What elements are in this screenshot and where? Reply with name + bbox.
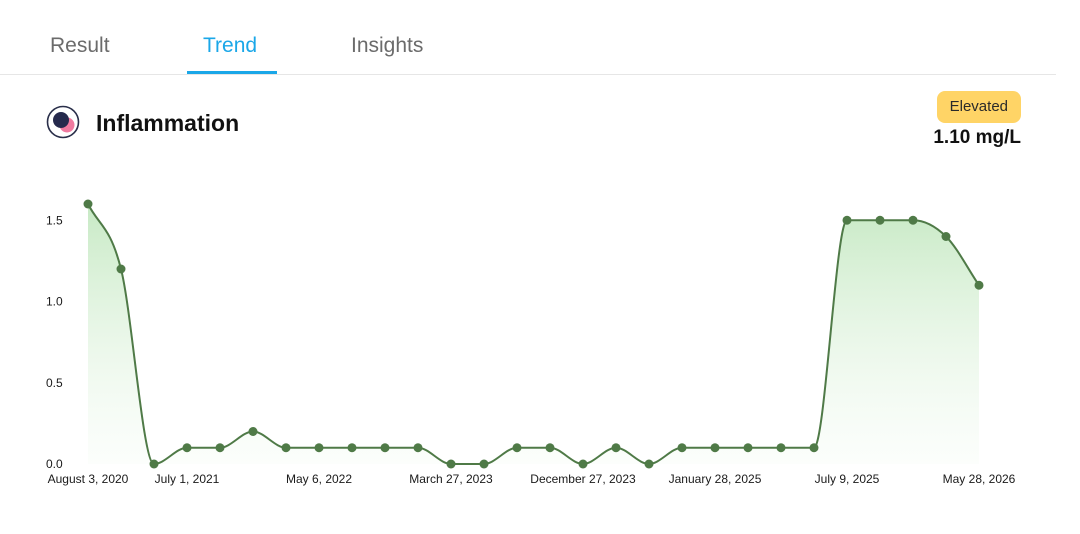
data-point-0[interactable] xyxy=(83,199,93,209)
data-point-22[interactable] xyxy=(809,443,819,453)
x-tick-label: July 9, 2025 xyxy=(815,472,880,486)
data-point-12[interactable] xyxy=(479,459,489,469)
y-tick-label: 1.0 xyxy=(46,295,63,309)
y-tick-label: 0.0 xyxy=(46,457,63,471)
tab-bar: Result Trend Insights xyxy=(0,0,1056,75)
x-tick-label: March 27, 2023 xyxy=(409,472,493,486)
latest-value: 1.10 mg/L xyxy=(933,127,1021,148)
data-point-18[interactable] xyxy=(677,443,687,453)
data-point-6[interactable] xyxy=(281,443,291,453)
data-point-10[interactable] xyxy=(413,443,423,453)
biomarker-title: Inflammation xyxy=(96,110,240,136)
status-badge: Elevated xyxy=(936,91,1021,123)
x-tick-label: May 6, 2022 xyxy=(286,472,352,486)
x-tick-label: July 1, 2021 xyxy=(155,472,220,486)
data-point-23[interactable] xyxy=(842,215,852,225)
data-point-7[interactable] xyxy=(314,443,324,453)
data-point-26[interactable] xyxy=(941,232,951,241)
y-tick-label: 1.5 xyxy=(46,213,63,227)
series-area-fill xyxy=(88,204,979,464)
data-point-13[interactable] xyxy=(512,443,522,453)
data-point-8[interactable] xyxy=(347,443,357,453)
data-point-11[interactable] xyxy=(446,459,456,469)
data-point-14[interactable] xyxy=(545,443,555,453)
inflammation-icon xyxy=(46,105,80,139)
data-point-21[interactable] xyxy=(776,443,786,453)
data-point-3[interactable] xyxy=(182,443,192,453)
data-point-4[interactable] xyxy=(215,443,225,453)
x-tick-label: August 3, 2020 xyxy=(48,472,129,486)
data-point-9[interactable] xyxy=(380,443,390,453)
active-tab-indicator xyxy=(187,71,277,74)
data-point-19[interactable] xyxy=(710,443,720,453)
tab-trend[interactable]: Trend xyxy=(203,34,258,57)
data-point-16[interactable] xyxy=(611,443,621,453)
data-point-25[interactable] xyxy=(908,215,918,225)
data-point-20[interactable] xyxy=(743,443,753,453)
x-tick-label: December 27, 2023 xyxy=(530,472,636,486)
data-point-2[interactable] xyxy=(149,459,159,469)
tab-insights[interactable]: Insights xyxy=(351,34,424,57)
x-tick-label: January 28, 2025 xyxy=(669,472,762,486)
data-point-5[interactable] xyxy=(248,427,258,436)
y-tick-label: 0.5 xyxy=(46,376,63,390)
data-point-15[interactable] xyxy=(578,459,588,469)
data-point-17[interactable] xyxy=(644,459,654,469)
data-point-27[interactable] xyxy=(974,280,984,290)
x-tick-label: May 28, 2026 xyxy=(943,472,1016,486)
data-point-1[interactable] xyxy=(116,264,126,274)
data-point-24[interactable] xyxy=(875,215,885,225)
tab-result[interactable]: Result xyxy=(50,34,110,57)
